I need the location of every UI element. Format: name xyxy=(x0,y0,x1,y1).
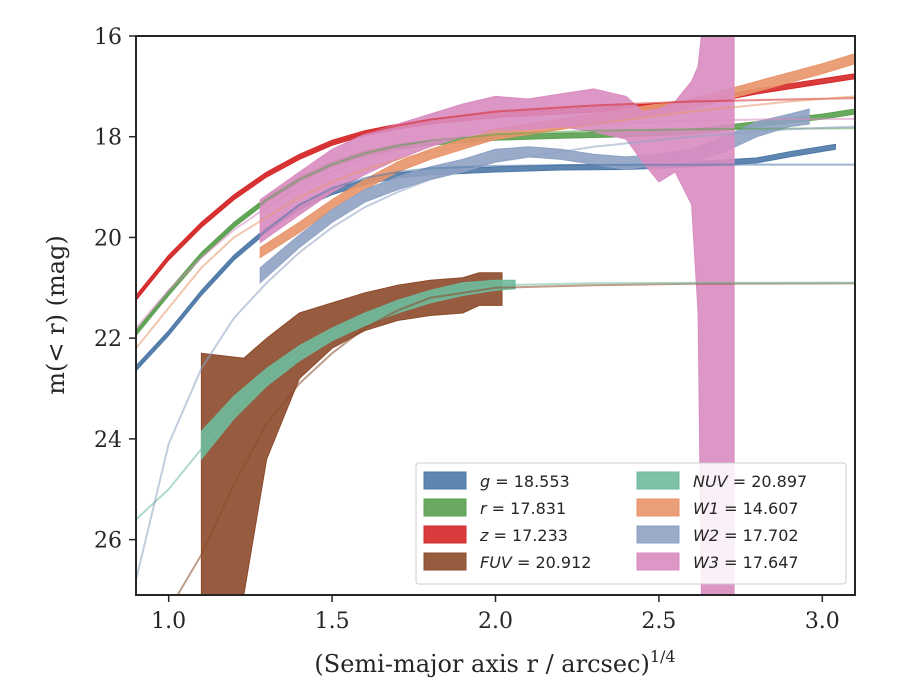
x-tick-label: 2.0 xyxy=(478,609,513,634)
band-fuv xyxy=(200,272,503,595)
x-tick-label: 1.5 xyxy=(315,609,350,634)
band-nuv xyxy=(200,279,516,461)
legend-label: NUV = 20.897 xyxy=(693,472,807,491)
x-axis: 1.0 1.5 2.0 2.5 3.0 xyxy=(151,595,840,634)
model-line-z xyxy=(136,97,855,299)
model-line-g xyxy=(136,163,855,370)
y-axis: 16 18 20 22 24 26 xyxy=(94,25,136,554)
model-line-r xyxy=(136,127,855,334)
legend-label: z = 17.233 xyxy=(479,526,568,545)
model-line-w3 xyxy=(136,117,855,329)
legend-label: r = 17.831 xyxy=(480,499,566,518)
y-tick-label: 24 xyxy=(94,428,122,453)
y-tick-label: 18 xyxy=(94,126,122,151)
legend-swatch xyxy=(636,498,680,517)
x-axis-label: (Semi-major axis r / arcsec)1/4 xyxy=(314,647,675,678)
y-tick-label: 20 xyxy=(94,226,122,251)
legend: g = 18.553 r = 17.831 z = 17.233 FUV = 20.9… xyxy=(415,462,847,585)
legend-swatch xyxy=(423,498,467,517)
legend-box xyxy=(415,462,847,585)
x-tick-label: 3.0 xyxy=(805,609,840,634)
y-tick-label: 26 xyxy=(94,529,122,554)
band-w3 xyxy=(259,36,735,595)
legend-label: W1 = 14.607 xyxy=(693,499,799,518)
legend-swatch xyxy=(636,525,680,544)
legend-swatch xyxy=(636,471,680,490)
x-tick-label: 1.0 xyxy=(151,609,186,634)
model-line-w1 xyxy=(136,95,855,349)
y-tick-label: 22 xyxy=(94,327,122,352)
model-line-w2 xyxy=(136,125,855,581)
model-line-nuv xyxy=(136,281,855,521)
legend-swatch xyxy=(423,471,467,490)
y-axis-label: m(< r) (mag) xyxy=(42,235,70,394)
legend-swatch xyxy=(423,525,467,544)
legend-label: g = 18.553 xyxy=(480,472,570,491)
y-tick-label: 16 xyxy=(94,25,122,50)
legend-label: FUV = 20.912 xyxy=(480,553,591,572)
legend-swatch xyxy=(423,552,467,571)
model-line-fuv xyxy=(176,282,855,595)
legend-label: W2 = 17.702 xyxy=(693,526,799,545)
band-z xyxy=(136,73,855,302)
x-tick-label: 2.5 xyxy=(641,609,676,634)
legend-swatch xyxy=(636,552,680,571)
legend-label: W3 = 17.647 xyxy=(693,553,799,572)
model-lines xyxy=(136,95,855,595)
